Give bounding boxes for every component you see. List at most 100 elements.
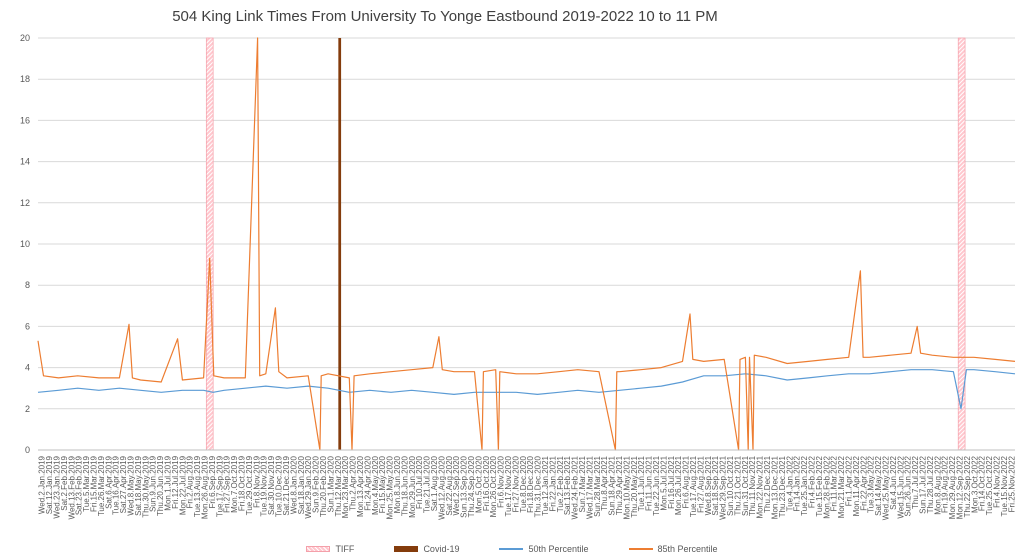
x-tick-label: Sun.1.Mar.2020 [326, 455, 335, 512]
x-tick-label: Mon.29.Aug.2022 [948, 455, 957, 519]
legend-item-covid: Covid-19 [394, 542, 459, 556]
x-tick-label: Tue.16.Apr.2019 [112, 455, 121, 514]
x-tick-label: Wed.17.Mar.2021 [585, 455, 594, 519]
legend-label-covid: Covid-19 [423, 544, 460, 554]
chart-legend: TIFF Covid-19 50th Percentile 85th Perce… [0, 542, 1024, 556]
x-tick-label: Mon.8.Aug.2022 [933, 455, 942, 514]
x-tick-label: Fri.27.Aug.2021 [696, 455, 705, 512]
x-tick-label: Fri.4.Nov.2022 [993, 455, 1002, 507]
x-tick-label: Tue.15.Nov.2022 [1000, 455, 1009, 516]
x-tick-label: Thu.8.Apr.2021 [600, 455, 609, 510]
x-tick-label: Fri.10.Jul.2020 [415, 455, 424, 508]
x-tick-label: Tue.29.Oct.2019 [245, 455, 254, 515]
x-tick-label: Sat.18.Jan.2020 [297, 456, 306, 515]
x-tick-label: Thu.7.Jul.2022 [911, 455, 920, 508]
x-tick-label: Tue.19.Nov.2019 [260, 455, 269, 516]
x-tick-label: Mon.11.Apr.2022 [852, 455, 861, 516]
x-tick-label: Fri.27.Nov.2020 [511, 455, 520, 512]
y-tick-label-8: 8 [25, 280, 30, 290]
x-tick-label: Wed.2.Sep.2020 [452, 455, 461, 515]
x-tick-label: Sun.7.Mar.2021 [578, 455, 587, 512]
x-tick-label: Wed.29.Jan.2020 [304, 456, 313, 519]
x-tick-label: Sun.9.Jun.2019 [149, 455, 158, 512]
series-line-p50 [37, 369, 1016, 410]
x-tick-label: Thu.31.Dec.2020 [534, 455, 543, 517]
y-tick-label-18: 18 [20, 74, 30, 84]
x-tick-label: Fri.16.Jul.2021 [667, 455, 676, 508]
x-tick-label: Thu.11.Nov.2021 [748, 455, 757, 516]
x-tick-label: Fri.15.May.2020 [378, 455, 387, 513]
x-tick-label: Mon.28.Feb.2022 [822, 455, 831, 518]
x-tick-label: Fri.24.Apr.2020 [363, 455, 372, 510]
grid-lines [38, 37, 1015, 410]
x-tick-label: Sun.13.Sep.2020 [460, 455, 469, 517]
x-tick-label: Tue.3.May.2022 [867, 455, 876, 512]
x-tick-label: Mon.7.Oct.2019 [230, 455, 239, 512]
x-tick-label: Wed.8.Sep.2021 [704, 455, 713, 515]
x-tick-label: Sat.13.Feb.2021 [563, 455, 572, 515]
x-tick-label: Thu.21.Oct.2021 [733, 455, 742, 515]
x-tick-label: Tue.22.Jun.2021 [652, 455, 661, 515]
x-tick-label: Tue.26.Mar.2019 [97, 455, 106, 516]
x-tick-label: Tue.15.Feb.2022 [815, 455, 824, 516]
x-tick-label: Sat.27.Apr.2019 [119, 455, 128, 513]
x-tick-label: Thu.28.Jul.2022 [926, 455, 935, 513]
legend-swatch-covid [394, 546, 419, 552]
x-tick-label: Mon.26.Jul.2021 [674, 455, 683, 515]
x-tick-label: Fri.14.Oct.2022 [978, 455, 987, 511]
legend-label-p85: 85th Percentile [657, 544, 718, 554]
x-tick-label: Wed.25.May.2022 [882, 455, 891, 520]
legend-swatch-p85 [628, 548, 653, 550]
x-tick-label: Thu.18.Jun.2020 [400, 455, 409, 516]
x-tick-label: Fri.14.Jan.2022 [793, 455, 802, 511]
x-tick-label: Thu.29.Apr.2021 [615, 455, 624, 515]
x-tick-label: Thu.30.May.2019 [141, 455, 150, 517]
x-tick-label: Mon.13.Dec.2021 [771, 456, 780, 520]
x-tick-label: Sun.10.Oct.2021 [726, 455, 735, 516]
y-tick-labels: 0 2 4 6 8 10 12 14 16 18 20 [20, 33, 30, 455]
x-tick-label: Mon.26.Oct.2020 [489, 455, 498, 517]
x-tick-label: Fri.12.Jul.2019 [171, 455, 180, 508]
event-bar-tiff-0 [205, 37, 214, 451]
x-tick-label: Fri.6.Nov.2020 [497, 455, 506, 507]
x-tick-label: Mon.12.Sep.2022 [956, 455, 965, 519]
x-tick-label: Thu.20.Feb.2020 [319, 455, 328, 516]
x-tick-label: Sat.1.Aug.2020 [430, 455, 439, 511]
x-tick-label: Mon.21.Mar.2022 [837, 455, 846, 518]
x-tick-label: Fri.18.Oct.2019 [238, 455, 247, 511]
y-tick-label-20: 20 [20, 33, 30, 43]
x-tick-label: Fri.6.Sep.2019 [208, 455, 217, 508]
x-tick-label: Sun.17.Jul.2022 [919, 455, 928, 513]
x-tick-label: Fri.22.Jan.2021 [548, 455, 557, 511]
y-tick-label-16: 16 [20, 115, 30, 125]
x-tick-label: Tue.17.Nov.2020 [504, 455, 513, 516]
y-tick-label-10: 10 [20, 239, 30, 249]
x-tick-label: Thu.20.May.2021 [630, 455, 639, 517]
x-tick-label: Fri.19.Aug.2022 [941, 455, 950, 512]
x-tick-label: Mon.29.Jun.2020 [408, 455, 417, 517]
x-tick-label: Sat.22.Aug.2020 [445, 455, 454, 515]
x-tick-label: Sat.21.Dec.2019 [282, 456, 291, 516]
x-tick-label: Tue.10.Dec.2019 [275, 455, 284, 517]
legend-label-tiff: TIFF [335, 544, 355, 554]
y-tick-label-4: 4 [25, 363, 30, 373]
x-tick-label: Tue.4.Jan.2022 [785, 456, 794, 512]
x-tick-label: Tue.8.Dec.2020 [519, 455, 528, 512]
x-tick-label: Fri.8.Nov.2019 [252, 455, 261, 507]
x-tick-label: Fri.18.Dec.2020 [526, 455, 535, 512]
series-lines [37, 37, 1016, 451]
x-tick-label: Wed.8.May.2019 [127, 455, 136, 515]
chart-title: 504 King Link Times From University To Y… [172, 8, 718, 25]
x-tick-label: Sat.6.Apr.2019 [104, 455, 113, 508]
x-tick-label: Sun.18.Apr.2021 [608, 455, 617, 515]
x-tick-label: Fri.25.Nov.2022 [1007, 455, 1016, 512]
x-tick-label: Mon.5.Oct.2020 [474, 455, 483, 512]
x-tick-label: Fri.4.Feb.2022 [808, 455, 817, 508]
x-tick-label: Sat.30.Nov.2019 [267, 455, 276, 515]
x-tick-label: Thu.24.Sep.2020 [467, 455, 476, 517]
x-tick-label: Fri.16.Oct.2020 [482, 455, 491, 511]
x-tick-label: Tue.12.Jan.2021 [541, 455, 550, 515]
x-tick-label: Fri.2.Aug.2019 [186, 455, 195, 508]
x-tick-label: Fri.15.Mar.2019 [90, 455, 99, 512]
x-tick-label: Thu.23.Dec.2021 [778, 455, 787, 517]
